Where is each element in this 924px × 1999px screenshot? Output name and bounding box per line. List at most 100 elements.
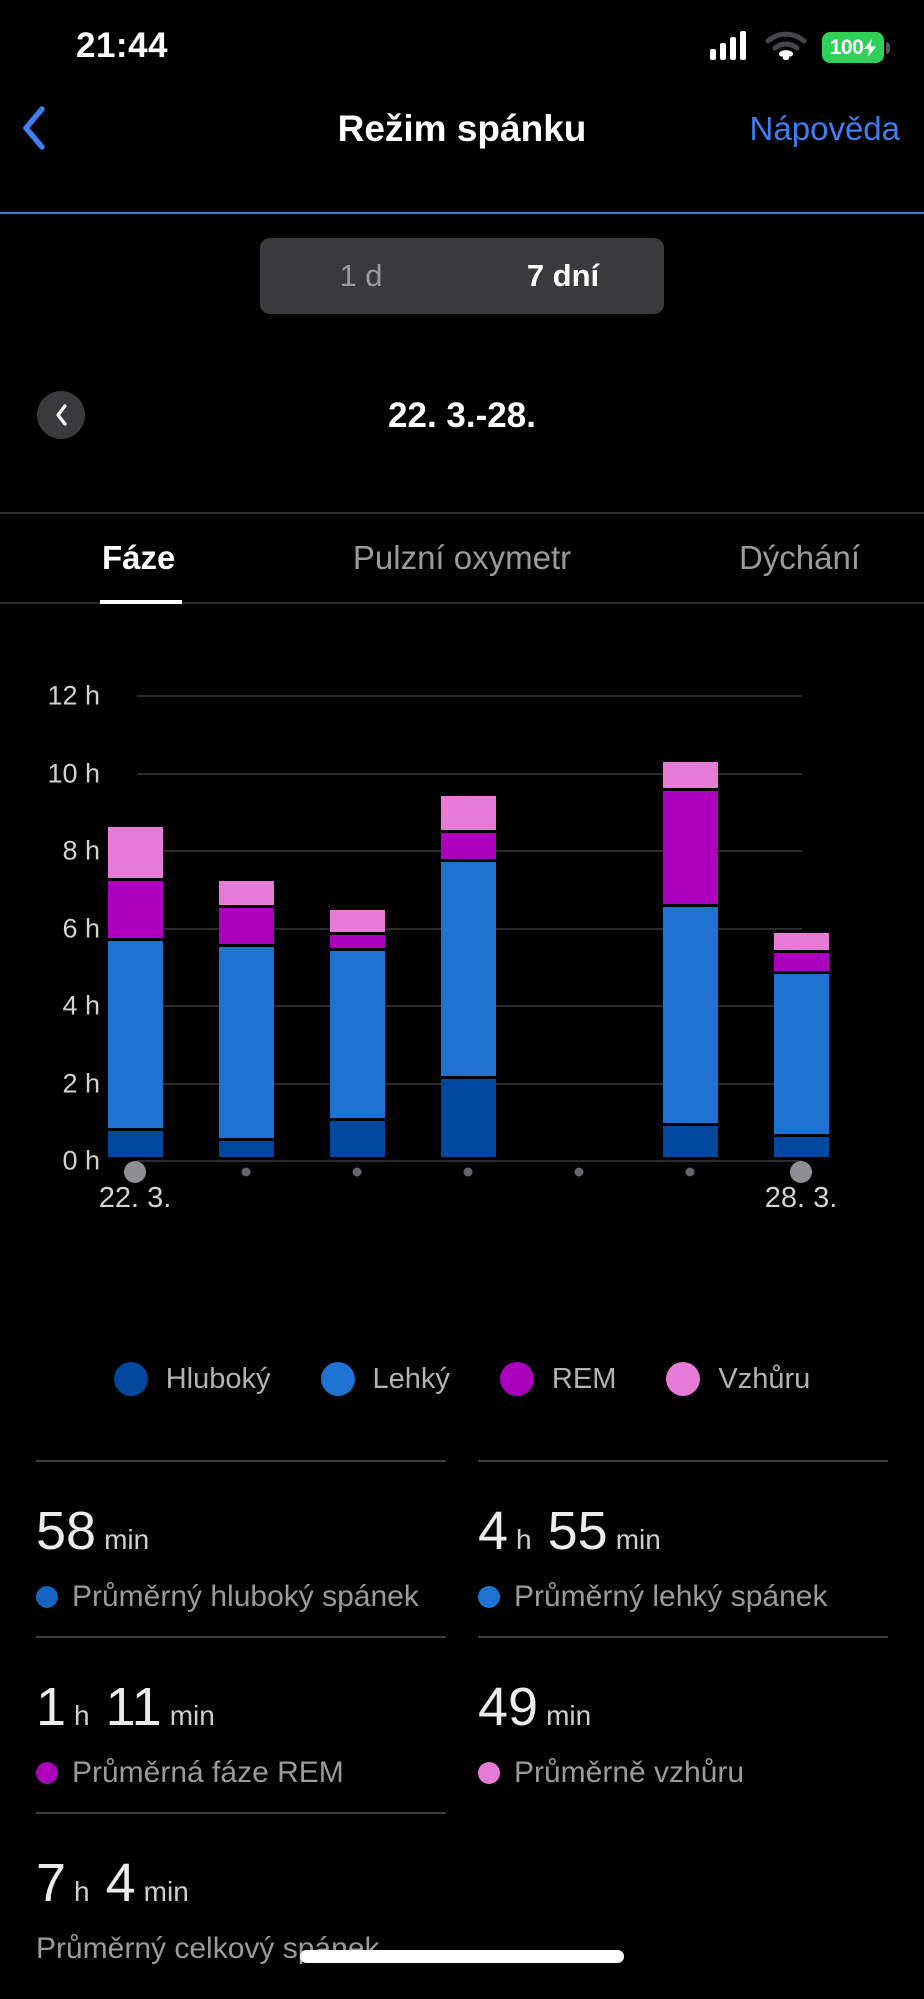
- bar-segment-vzhuru-day2[interactable]: [218, 881, 274, 906]
- gridline-0h: [137, 1160, 802, 1162]
- stat-unit: h: [74, 1876, 90, 1907]
- y-axis-label: 8 h: [62, 835, 100, 866]
- tab-pulzni-oxymetr[interactable]: Pulzní oxymetr: [352, 539, 572, 576]
- stat-card-light: 4 h 55 min Průměrný lehký spánek: [478, 1460, 888, 1636]
- legend-dot-hluboky: [113, 1362, 148, 1396]
- stat-label: Průměrný lehký spánek: [514, 1580, 828, 1613]
- previous-week-button[interactable]: [37, 391, 85, 439]
- status-icons: 100: [710, 30, 890, 65]
- stat-value: 58 min: [36, 1500, 446, 1562]
- stat-number: 4: [105, 1853, 136, 1913]
- bar-segment-hluboky-day7[interactable]: [773, 1136, 829, 1157]
- active-tab-underline: [100, 600, 182, 604]
- stat-dot: [36, 1586, 58, 1608]
- day-marker-dot: [463, 1167, 473, 1177]
- chart-legend: Hluboký Lehký REM Vzhůru: [0, 1362, 924, 1396]
- bar-segment-hluboky-day4[interactable]: [440, 1078, 496, 1157]
- bar-segment-vzhuru-day6[interactable]: [662, 761, 718, 788]
- stat-dot: [36, 1762, 58, 1784]
- home-indicator[interactable]: [300, 1950, 624, 1963]
- stat-dot: [478, 1586, 500, 1608]
- tab-faze[interactable]: Fáze: [102, 539, 176, 576]
- legend-item-hluboky: Hluboký: [113, 1362, 271, 1396]
- day-marker-dot: [574, 1167, 584, 1177]
- legend-dot-lehky: [320, 1362, 355, 1396]
- page-title: Režim spánku: [337, 108, 587, 149]
- bar-segment-vzhuru-day7[interactable]: [773, 933, 829, 950]
- bar-segment-hluboky-day1[interactable]: [107, 1130, 163, 1157]
- stat-unit: min: [169, 1700, 215, 1731]
- bar-segment-lehky-day7[interactable]: [773, 974, 829, 1134]
- chevron-left-icon: [23, 106, 45, 150]
- stat-card-deep: 58 min Průměrný hluboký spánek: [36, 1460, 446, 1636]
- stat-number: 7: [36, 1853, 67, 1913]
- stat-label: Průměrná fáze REM: [72, 1756, 344, 1789]
- day-marker-dot: [124, 1161, 146, 1183]
- y-axis-label: 4 h: [62, 990, 100, 1021]
- sleep-stats: 58 min Průměrný hluboký spánek 4 h 55 min Pr…: [36, 1460, 888, 1988]
- cellular-signal-icon: [710, 30, 750, 65]
- day-marker-dot: [685, 1167, 695, 1177]
- bar-segment-rem-day4[interactable]: [440, 832, 496, 859]
- bar-segment-hluboky-day6[interactable]: [662, 1125, 718, 1157]
- charging-bolt-icon: [864, 38, 877, 57]
- bar-segment-vzhuru-day4[interactable]: [440, 795, 496, 830]
- x-axis-label: 28. 3.: [764, 1182, 838, 1214]
- stat-value: 1 h 11 min: [36, 1676, 446, 1738]
- bar-segment-hluboky-day3[interactable]: [329, 1121, 385, 1157]
- stat-number: 58: [36, 1501, 97, 1561]
- range-option-1d[interactable]: 1 d: [339, 258, 383, 293]
- date-range-label: 22. 3.-28.: [388, 396, 536, 435]
- status-time: 21:44: [76, 26, 169, 65]
- legend-item-rem: REM: [499, 1362, 616, 1396]
- battery-percentage: 100: [829, 35, 864, 59]
- stat-value: 49 min: [478, 1676, 888, 1738]
- bar-segment-hluboky-day2[interactable]: [218, 1140, 274, 1157]
- y-axis-label: 0 h: [62, 1145, 100, 1176]
- y-axis-label: 10 h: [47, 758, 100, 788]
- stat-label: Průměrně vzhůru: [514, 1756, 745, 1789]
- bar-segment-vzhuru-day1[interactable]: [107, 826, 163, 878]
- bar-segment-lehky-day2[interactable]: [218, 946, 274, 1138]
- chevron-left-icon: [56, 404, 67, 426]
- stat-unit: min: [143, 1876, 189, 1907]
- bar-segment-rem-day2[interactable]: [218, 908, 274, 944]
- stat-value: 4 h 55 min: [478, 1500, 888, 1562]
- stat-card-rem: 1 h 11 min Průměrná fáze REM: [36, 1636, 446, 1812]
- bar-segment-lehky-day6[interactable]: [662, 906, 718, 1123]
- legend-item-vzhuru: Vzhůru: [666, 1362, 810, 1396]
- bar-segment-rem-day3[interactable]: [329, 935, 385, 948]
- bar-segment-rem-day6[interactable]: [662, 790, 718, 904]
- stat-unit: h: [74, 1700, 90, 1731]
- battery-icon: 100: [822, 32, 890, 63]
- stat-value: 7 h 4 min: [36, 1852, 446, 1914]
- stat-number: 1: [36, 1677, 67, 1737]
- stat-number: 4: [478, 1501, 509, 1561]
- bar-segment-lehky-day1[interactable]: [107, 941, 163, 1128]
- bar-segment-lehky-day4[interactable]: [440, 861, 496, 1076]
- bar-segment-rem-day7[interactable]: [773, 952, 829, 971]
- legend-dot-vzhuru: [666, 1362, 701, 1396]
- range-option-7d[interactable]: 7 dní: [526, 258, 600, 293]
- stat-card-total: 7 h 4 min Průměrný celkový spánek: [36, 1812, 446, 1988]
- day-marker-dot: [241, 1167, 251, 1177]
- stat-label: Průměrný hluboký spánek: [72, 1580, 419, 1613]
- bar-segment-vzhuru-day3[interactable]: [329, 910, 385, 933]
- bar-segment-lehky-day3[interactable]: [329, 950, 385, 1119]
- back-button[interactable]: [20, 102, 60, 154]
- stat-number: 11: [105, 1677, 162, 1737]
- bar-segment-rem-day1[interactable]: [107, 881, 163, 939]
- help-link[interactable]: Nápověda: [749, 110, 900, 147]
- day-marker-dot: [790, 1161, 812, 1183]
- stat-number: 55: [547, 1501, 608, 1561]
- tab-dychani[interactable]: Dýchání: [738, 539, 860, 576]
- x-axis-label: 22. 3.: [98, 1182, 172, 1214]
- stat-unit: min: [615, 1524, 661, 1555]
- y-axis-label: 12 h: [47, 680, 100, 711]
- legend-dot-rem: [499, 1362, 534, 1396]
- stat-unit: min: [104, 1524, 150, 1555]
- header-accent-divider: [0, 212, 924, 214]
- gridline-12h: [137, 695, 802, 697]
- stat-unit: h: [516, 1524, 532, 1555]
